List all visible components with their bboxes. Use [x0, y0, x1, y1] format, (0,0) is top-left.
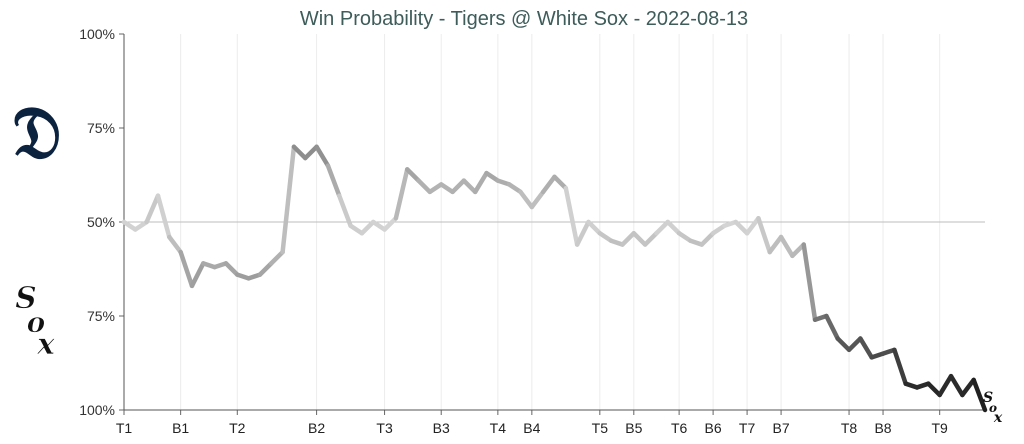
line-segment: [529, 189, 546, 210]
line-segment: [450, 178, 467, 195]
svg-text:o: o: [989, 401, 997, 415]
line-segment: [710, 223, 727, 236]
line-segment: [133, 219, 149, 232]
line-segment: [472, 170, 489, 195]
line-segment: [484, 170, 501, 183]
line-segment: [778, 234, 795, 259]
x-tick-label: B3: [433, 420, 450, 436]
line-segment: [574, 219, 591, 247]
line-segment: [416, 178, 433, 195]
line-segment: [291, 144, 308, 161]
x-tick-label: B2: [308, 420, 325, 436]
white-sox-logo-icon: S o x: [15, 281, 57, 363]
svg-text:x: x: [36, 327, 56, 362]
line-segment: [438, 182, 455, 195]
y-tick-label: 50%: [87, 214, 115, 230]
line-segment: [552, 174, 569, 191]
x-tick-label: B8: [874, 420, 891, 436]
line-segment: [835, 336, 852, 353]
x-tick-label: B5: [625, 420, 642, 436]
svg-text:𝔇: 𝔇: [13, 91, 62, 176]
line-segment: [892, 347, 908, 386]
line-segment: [314, 144, 331, 168]
grid: [123, 34, 985, 410]
line-segment: [325, 163, 342, 198]
x-tick-label: B6: [705, 420, 722, 436]
line-segment: [665, 219, 682, 236]
svg-text:x: x: [993, 410, 1003, 426]
line-segment: [744, 215, 761, 236]
line-segment: [155, 193, 172, 240]
line-segment: [937, 373, 954, 398]
line-segment: [586, 219, 603, 236]
line-segment: [303, 144, 319, 161]
line-segment: [960, 377, 976, 398]
x-tick-label: T6: [671, 420, 688, 436]
y-tick-label: 100%: [79, 402, 115, 418]
x-tick-label: T1: [116, 420, 133, 436]
svg-text:o: o: [27, 306, 46, 339]
line-segment: [926, 381, 942, 398]
line-segment: [280, 144, 297, 255]
x-tick-label: B4: [523, 420, 540, 436]
x-tick-label: T5: [592, 420, 609, 436]
line-segment: [733, 219, 750, 236]
line-segment: [178, 249, 195, 289]
x-tick-label: T7: [739, 420, 756, 436]
line-segment: [642, 231, 659, 247]
line-segment: [348, 223, 365, 236]
line-segment: [540, 174, 557, 195]
line-segment: [801, 242, 818, 323]
line-segment: [461, 178, 478, 195]
line-segment: [370, 219, 387, 232]
line-segment: [404, 167, 421, 183]
line-segment: [654, 219, 671, 236]
line-segment: [971, 377, 988, 413]
line-segment: [699, 231, 716, 247]
y-tick-label: 75%: [87, 308, 115, 324]
x-tick-label: B7: [773, 420, 790, 436]
line-segment: [393, 167, 410, 221]
y-tick-label: 75%: [87, 120, 115, 136]
x-tick-label: B1: [172, 420, 189, 436]
line-segment: [167, 234, 183, 255]
line-segment: [597, 231, 614, 244]
line-segment: [518, 189, 535, 210]
x-tick-label: T9: [932, 420, 949, 436]
line-segment: [506, 182, 523, 195]
x-tick-label: T8: [841, 420, 858, 436]
line-segment: [223, 261, 240, 277]
line-segment: [846, 336, 863, 353]
line-segment: [257, 261, 274, 277]
win-probability-line: [121, 144, 988, 413]
x-tick-label: T4: [490, 420, 507, 436]
x-tick-label: T3: [376, 420, 393, 436]
line-segment: [756, 215, 772, 255]
line-segment: [189, 261, 206, 289]
line-segment: [337, 193, 353, 229]
line-segment: [382, 215, 399, 232]
line-segment: [676, 231, 693, 244]
line-segment: [620, 231, 637, 247]
line-segment: [359, 219, 376, 236]
line-segment: [824, 313, 840, 341]
white-sox-end-marker-icon: S o x: [983, 390, 1003, 426]
old-english-d-icon: 𝔇: [13, 91, 62, 176]
svg-text:S: S: [15, 281, 37, 316]
y-tick-label: 100%: [79, 26, 115, 42]
line-segment: [631, 231, 648, 247]
line-segment: [144, 193, 161, 225]
axes: T1 B1 T2 B2 T3 B3 T4 B4 T5 B5 T6 B6 T7 B7 T8 B8 T9 100% 75…: [79, 26, 985, 436]
line-segment: [121, 219, 138, 232]
chart-title: Win Probability - Tigers @ White Sox - 2…: [300, 8, 748, 30]
x-tick-label: T2: [229, 420, 246, 436]
line-segment: [269, 249, 285, 266]
line-segment: [948, 373, 965, 398]
svg-text:S: S: [983, 390, 993, 406]
line-segment: [427, 182, 444, 195]
line-segment: [767, 234, 784, 255]
line-segment: [563, 185, 580, 247]
line-segment: [858, 336, 874, 360]
